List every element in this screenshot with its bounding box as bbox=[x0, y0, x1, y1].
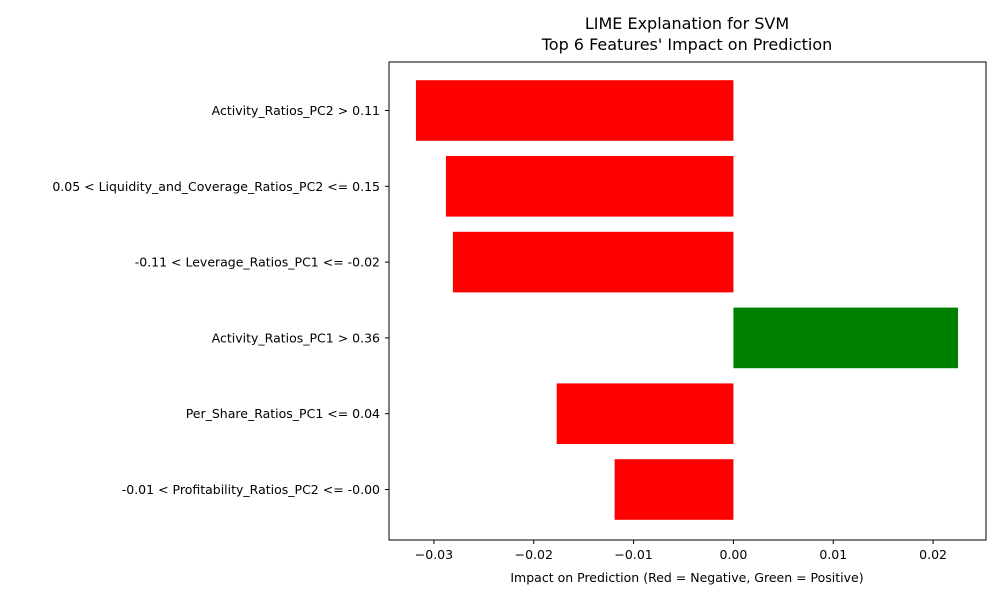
y-tick-label: 0.05 < Liquidity_and_Coverage_Ratios_PC2… bbox=[52, 179, 380, 194]
bar-6 bbox=[614, 459, 734, 520]
y-tick-label: -0.11 < Leverage_Ratios_PC1 <= -0.02 bbox=[135, 255, 380, 270]
y-tick-label: -0.01 < Profitability_Ratios_PC2 <= -0.0… bbox=[122, 482, 380, 497]
plot-frame bbox=[388, 61, 987, 541]
x-axis-ticks: −0.03 −0.02 −0.01 0.00 0.01 0.02 bbox=[415, 540, 947, 562]
x-tick-label: 0.01 bbox=[819, 547, 847, 562]
x-tick-label: −0.02 bbox=[515, 547, 553, 562]
bar-1 bbox=[415, 80, 734, 141]
bar-2 bbox=[445, 156, 734, 217]
bars-group bbox=[415, 80, 959, 520]
bar-4 bbox=[733, 307, 959, 369]
y-axis-ticks: Activity_Ratios_PC2 > 0.11 0.05 < Liquidi… bbox=[52, 103, 389, 497]
y-tick-label: Activity_Ratios_PC2 > 0.11 bbox=[212, 103, 380, 118]
x-tick-label: −0.03 bbox=[415, 547, 453, 562]
x-tick-label: 0.02 bbox=[919, 547, 947, 562]
x-axis-label: Impact on Prediction (Red = Negative, Gr… bbox=[510, 570, 863, 585]
x-tick-label: −0.01 bbox=[614, 547, 652, 562]
y-tick-label: Activity_Ratios_PC1 > 0.36 bbox=[212, 330, 380, 345]
chart-title: LIME Explanation for SVM bbox=[585, 14, 789, 33]
bar-5 bbox=[556, 383, 734, 444]
chart-subtitle: Top 6 Features' Impact on Prediction bbox=[541, 35, 833, 54]
y-tick-label: Per_Share_Ratios_PC1 <= 0.04 bbox=[186, 406, 380, 421]
bar-3 bbox=[452, 231, 734, 293]
x-tick-label: 0.00 bbox=[720, 547, 748, 562]
